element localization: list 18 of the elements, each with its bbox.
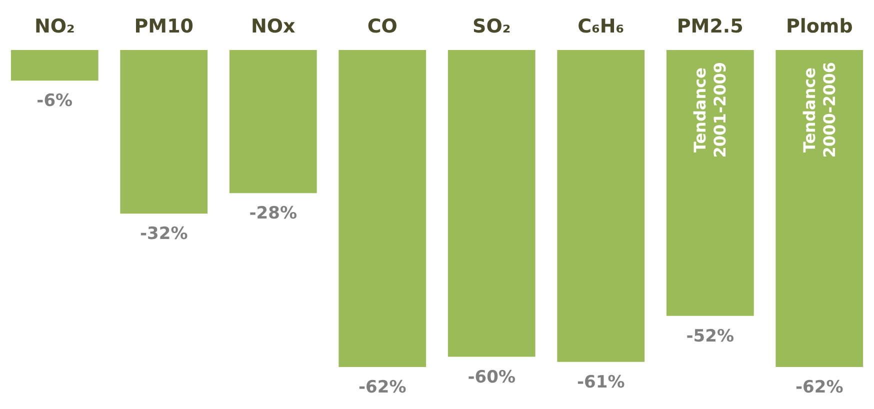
data-label: -61%	[577, 372, 625, 392]
x-tick-label: PM2.5	[676, 16, 744, 38]
x-tick-label: Plomb	[786, 16, 853, 38]
x-tick-label: NOx	[250, 16, 296, 38]
annotation: Tendance 2001-2009	[690, 62, 730, 158]
x-tick-label: NO₂	[34, 16, 75, 38]
data-label: -62%	[796, 378, 844, 398]
data-label: -6%	[36, 91, 73, 112]
x-tick-label: C₆H₆	[578, 16, 624, 38]
data-label: -60%	[468, 367, 516, 388]
data-label: -32%	[140, 224, 188, 244]
x-tick-label: PM10	[134, 16, 194, 38]
x-tick-label: SO₂	[472, 16, 511, 38]
x-tick-label: CO	[367, 16, 398, 38]
annotation: Tendance 2000-2006	[800, 62, 839, 158]
data-label: -62%	[358, 378, 406, 398]
data-label: -28%	[249, 204, 297, 224]
data-label: -52%	[686, 326, 734, 346]
